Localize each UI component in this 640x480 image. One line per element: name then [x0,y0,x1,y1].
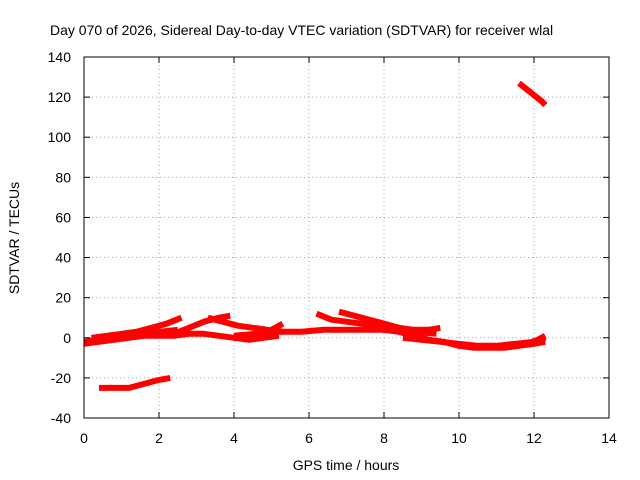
y-axis-label: SDTVAR / TECUs [6,182,22,294]
x-tick-label: 12 [526,430,542,446]
plot-border [83,56,610,419]
y-tick-label: 120 [48,89,72,105]
y-tick-label: -40 [51,410,71,426]
x-tick-label: 6 [305,430,313,446]
series-line-5 [172,312,231,337]
x-tick-label: 4 [230,430,238,446]
x-tick-label: 14 [601,430,617,446]
y-tick-label: 60 [55,209,71,225]
x-tick-label: 0 [80,430,88,446]
series-line-13 [514,333,547,349]
y-tick-label: 0 [63,330,71,346]
x-tick-label: 2 [155,430,163,446]
series-line-10 [338,308,441,333]
series-line-14 [99,374,171,391]
series-line-4 [121,326,179,339]
grid [84,57,609,418]
y-tick-label: -20 [51,370,71,386]
y-tick-label: 80 [55,169,71,185]
y-tick-label: 100 [48,129,72,145]
y-tick-label: 140 [48,49,72,65]
y-tick-label: 40 [55,250,71,266]
chart-title: Day 070 of 2026, Sidereal Day-to-day VTE… [50,22,553,38]
x-tick-label: 8 [380,430,388,446]
axis-ticks: 0 2 4 6 8 10 12 14 -40 -20 0 20 40 60 80 100 120 140 [48,49,617,446]
x-axis-label: GPS time / hours [293,457,400,473]
series-line-15 [517,80,548,108]
series-line-1 [83,330,280,347]
y-tick-label: 20 [55,290,71,306]
data-series [83,80,548,391]
x-tick-label: 10 [451,430,467,446]
